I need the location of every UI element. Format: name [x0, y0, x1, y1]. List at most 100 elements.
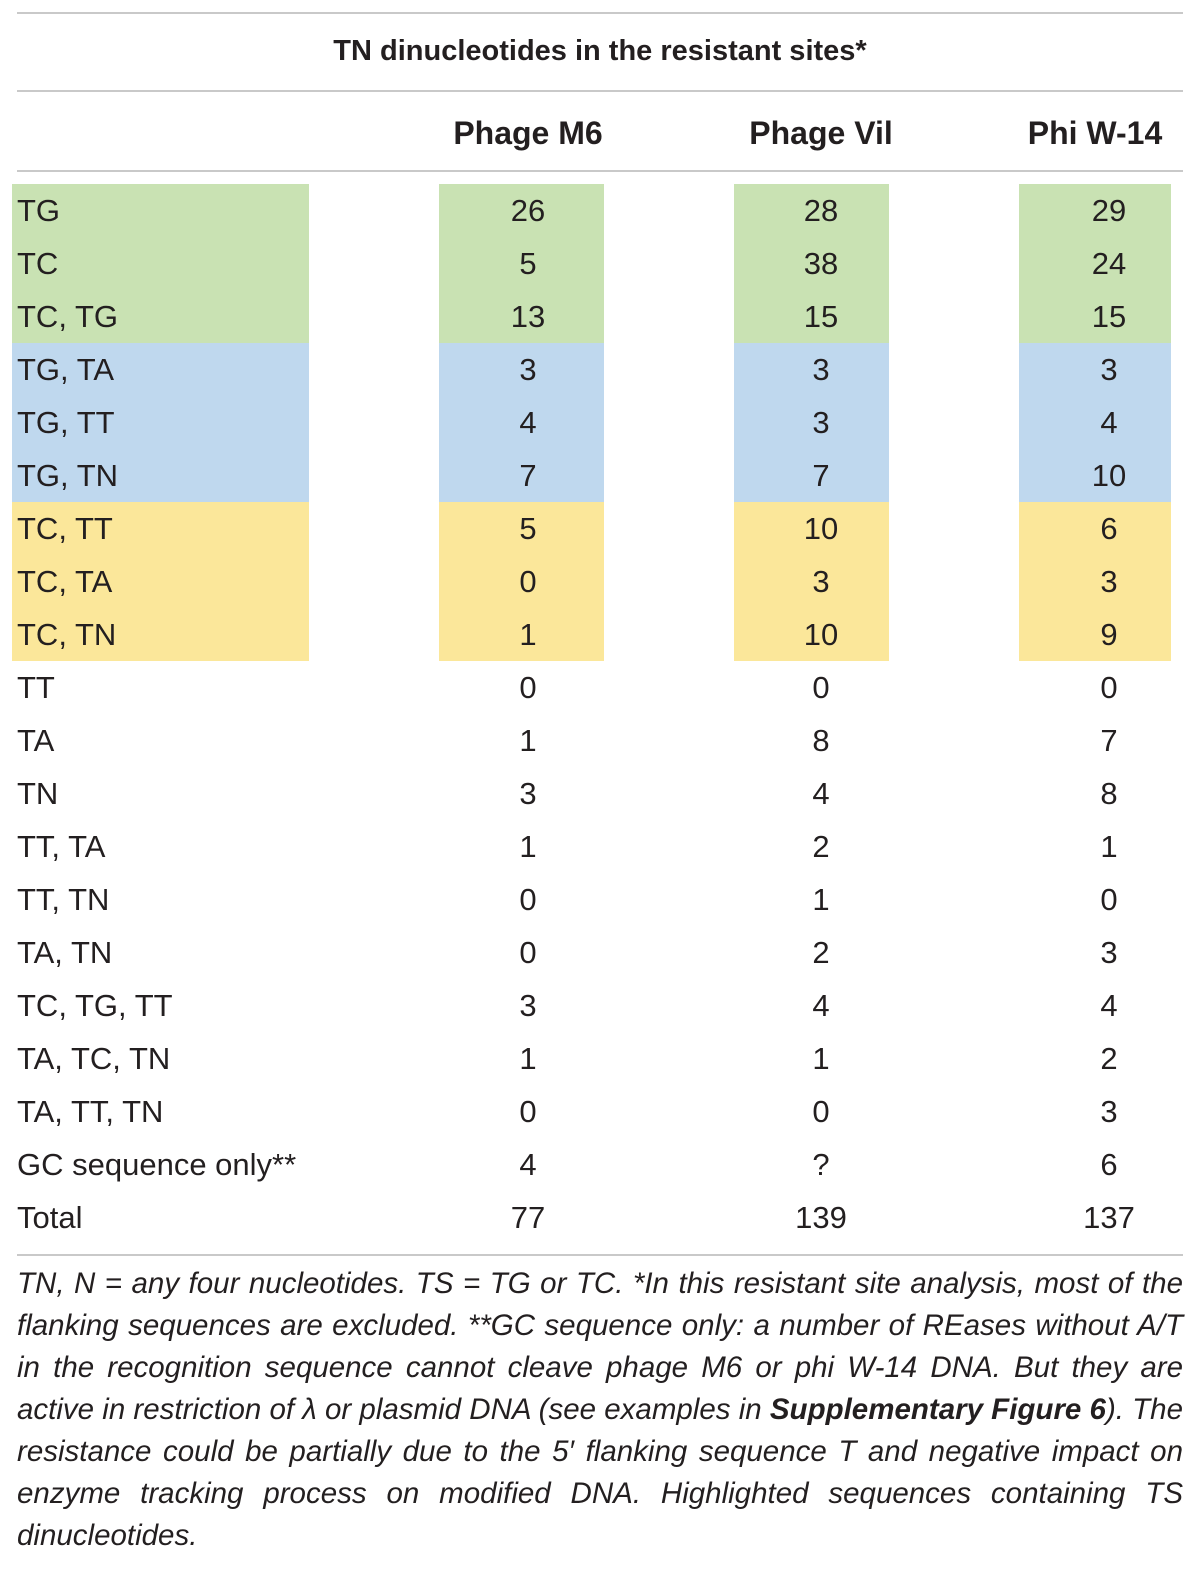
table-cell: 0	[812, 670, 830, 705]
row-label: TC, TN	[17, 617, 117, 652]
table-cell: 3	[812, 564, 830, 599]
column-header-phage-vil: Phage Vil	[749, 115, 893, 151]
table-cell: 7	[1100, 723, 1118, 758]
table-cell: 137	[1083, 1200, 1135, 1235]
table-cell: 3	[1100, 564, 1118, 599]
table-cell: 1	[519, 1041, 537, 1076]
row-label: TG	[17, 193, 61, 228]
table-cell: 1	[812, 882, 830, 917]
table-cell: 4	[519, 1147, 537, 1182]
table-cell: 4	[812, 776, 830, 811]
table-row: TA 1 8 7	[0, 714, 1200, 767]
table-cell: 2	[812, 935, 830, 970]
table-cell: 0	[1100, 670, 1118, 705]
table-cell: 9	[1100, 617, 1118, 652]
supplementary-figure-link[interactable]: Supplementary Figure 6	[769, 1393, 1106, 1426]
highlight-band-yellow	[439, 502, 604, 661]
title-rule	[17, 90, 1183, 92]
table-row: TT, TA 1 2 1	[0, 820, 1200, 873]
table-cell: 4	[1100, 405, 1118, 440]
table-row: TT, TN 0 1 0	[0, 873, 1200, 926]
table-cell: 2	[812, 829, 830, 864]
table-cell: 10	[803, 511, 839, 546]
table-row: TC, TG 13 15 15	[0, 290, 1200, 343]
top-rule	[17, 12, 1183, 14]
row-label: TA	[17, 723, 55, 758]
table-cell: 5	[519, 246, 537, 281]
table-cell: 4	[1100, 988, 1118, 1023]
column-header-phi-w14: Phi W-14	[1027, 115, 1163, 151]
table-cell: 3	[519, 776, 537, 811]
row-label: TG, TN	[17, 458, 119, 493]
table-cell: 1	[519, 723, 537, 758]
highlight-band-yellow	[734, 502, 889, 661]
row-label: TN	[17, 776, 59, 811]
highlight-band-blue	[439, 343, 604, 502]
table-cell: ?	[812, 1147, 830, 1182]
row-label: TA, TC, TN	[17, 1041, 171, 1076]
table-cell: 10	[1091, 458, 1127, 493]
table-cell: 0	[812, 1094, 830, 1129]
row-label: TA, TN	[17, 935, 113, 970]
table-row: TG, TN 7 7 10	[0, 449, 1200, 502]
table-cell: 3	[812, 352, 830, 387]
table-cell: 29	[1091, 193, 1127, 228]
table-cell: 3	[1100, 1094, 1118, 1129]
bottom-rule	[17, 1254, 1183, 1256]
column-header-phage-m6: Phage M6	[453, 115, 603, 151]
row-label: TC, TG	[17, 299, 119, 334]
table-cell: 1	[812, 1041, 830, 1076]
highlight-band-green	[439, 184, 604, 343]
table-row: TC, TT 5 10 6	[0, 502, 1200, 555]
table-cell: 77	[510, 1200, 546, 1235]
table-cell: 10	[803, 617, 839, 652]
footnote-text-2: ). The resistance could be partially due…	[17, 1393, 1183, 1552]
table-cell: 3	[1100, 935, 1118, 970]
table-cell: 4	[812, 988, 830, 1023]
table-row: TG 26 28 29	[0, 184, 1200, 237]
table-row: TN 3 4 8	[0, 767, 1200, 820]
row-label: TT, TN	[17, 882, 110, 917]
highlight-band-green	[1019, 184, 1171, 343]
table-cell: 3	[519, 988, 537, 1023]
table-row: TG, TT 4 3 4	[0, 396, 1200, 449]
table-cell: 7	[812, 458, 830, 493]
highlight-band-blue	[734, 343, 889, 502]
row-label: TT	[17, 670, 55, 705]
table-cell: 0	[519, 882, 537, 917]
row-label: Total	[17, 1200, 83, 1235]
table-cell: 139	[795, 1200, 847, 1235]
table-cell: 0	[1100, 882, 1118, 917]
table-cell: 3	[519, 352, 537, 387]
table-cell: 1	[1100, 829, 1118, 864]
header-rule	[17, 170, 1183, 172]
table-cell: 7	[519, 458, 537, 493]
table-cell: 8	[1100, 776, 1118, 811]
table-cell: 0	[519, 564, 537, 599]
table-row: GC sequence only** 4? 6	[0, 1138, 1200, 1191]
table-cell: 5	[519, 511, 537, 546]
row-label: TC, TG, TT	[17, 988, 173, 1023]
highlight-band-blue	[1019, 343, 1171, 502]
table-cell: 4	[519, 405, 537, 440]
table-cell: 13	[510, 299, 546, 334]
table-cell: 15	[803, 299, 839, 334]
table-cell: 3	[1100, 352, 1118, 387]
table-row: TA, TN 0 2 3	[0, 926, 1200, 979]
table-cell: 6	[1100, 511, 1118, 546]
table-cell: 8	[812, 723, 830, 758]
table-row: TC 5 38 24	[0, 237, 1200, 290]
table-cell: 26	[510, 193, 546, 228]
row-label: TC, TA	[17, 564, 113, 599]
highlight-band-green	[12, 184, 309, 343]
row-label: TA, TT, TN	[17, 1094, 164, 1129]
table-row: TC, TG, TT 3 4 4	[0, 979, 1200, 1032]
table-cell: 24	[1091, 246, 1127, 281]
table-footnote: TN, N = any four nucleotides. TS = TG or…	[17, 1263, 1183, 1557]
row-label: TT, TA	[17, 829, 106, 864]
table-row: Total 77 139 137	[0, 1191, 1200, 1244]
table-cell: 3	[812, 405, 830, 440]
row-label: TG, TT	[17, 405, 115, 440]
table-cell: 2	[1100, 1041, 1118, 1076]
highlight-band-yellow	[12, 502, 309, 661]
